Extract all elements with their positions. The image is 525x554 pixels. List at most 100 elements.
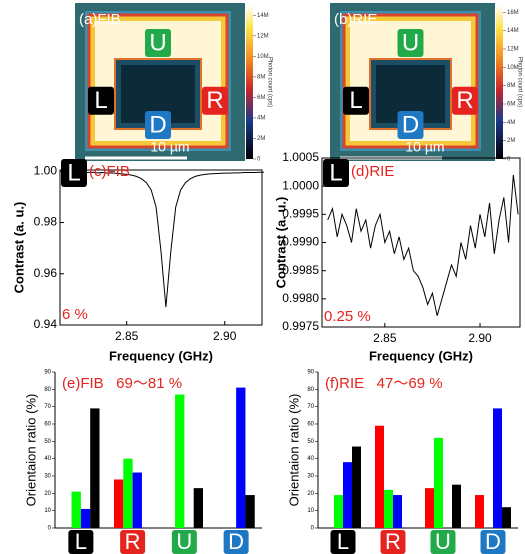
colorbar-tick-label: 12M xyxy=(507,47,519,53)
colorbar-tick-label: 4M xyxy=(257,116,265,122)
spectrum-line xyxy=(67,171,264,308)
y-tick-label: 10 xyxy=(44,508,51,514)
colorbar-tick-label: 6M xyxy=(257,95,265,101)
y-tick-label: 10 xyxy=(307,508,314,514)
category-label: D xyxy=(485,529,501,554)
scale-bar-label: 10 µm xyxy=(405,139,444,155)
y-tick-label: 90 xyxy=(307,370,314,376)
orientation-marker-box xyxy=(145,29,171,57)
bar xyxy=(375,425,384,528)
category-label: L xyxy=(337,529,349,554)
orientation-marker: D xyxy=(402,111,419,138)
colorbar-tick-label: 0 xyxy=(257,157,261,163)
y-tick-label: 0.94 xyxy=(34,317,58,331)
y-tick-label: 50 xyxy=(307,439,314,445)
colorbar-tick-label: 12M xyxy=(257,33,269,39)
colorbar-tick-label: 10M xyxy=(257,54,269,60)
category-label: R xyxy=(125,529,141,554)
bar xyxy=(193,488,204,528)
y-tick-label: 0.9980 xyxy=(282,291,319,305)
panel-title: (e)FIB 69～81 % xyxy=(62,375,182,392)
y-tick-label: 30 xyxy=(44,474,51,480)
bar xyxy=(502,507,511,528)
bar xyxy=(352,446,361,528)
annotation: 0.25 % xyxy=(324,308,371,325)
y-axis-label: Contrast (a. u.) xyxy=(11,202,26,294)
y-tick-label: 60 xyxy=(44,422,51,428)
x-axis-label: Frequency (GHz) xyxy=(369,348,473,363)
colorbar-tick-label: 16M xyxy=(507,10,519,16)
orientation-marker-box xyxy=(145,111,171,139)
colorbar-tick-label: 6M xyxy=(507,102,515,108)
scale-bar-label: 10 µm xyxy=(150,139,189,155)
y-axis-label: Orientaion ratio (%) xyxy=(286,394,301,507)
annotation: 6 % xyxy=(62,306,88,323)
orientation-marker-box xyxy=(397,111,424,139)
y-tick-label: 0.9995 xyxy=(282,207,319,221)
category-label: D xyxy=(228,529,244,554)
bar xyxy=(236,387,246,528)
bar xyxy=(113,479,124,528)
orientation-marker: L xyxy=(329,159,342,186)
colorbar-tick-label: 4M xyxy=(507,120,515,126)
category-label: U xyxy=(176,529,192,554)
y-axis-label: Orientaion ratio (%) xyxy=(23,394,38,507)
bar xyxy=(80,508,91,528)
x-tick-label: 2.85 xyxy=(115,329,139,343)
orientation-marker: U xyxy=(402,29,419,56)
y-tick-label: 0.9975 xyxy=(282,319,319,333)
y-tick-label: 0.98 xyxy=(34,215,58,229)
category-label-box xyxy=(171,530,197,554)
colorbar-label: Photon count (cps) xyxy=(266,57,272,107)
y-tick-label: 1.0000 xyxy=(282,178,319,192)
colorbar-tick-label: 14M xyxy=(507,28,519,34)
y-tick-label: 1.0005 xyxy=(282,150,319,164)
bar xyxy=(71,491,81,528)
bar xyxy=(452,484,461,528)
orientation-marker: L xyxy=(94,87,107,114)
category-label-box xyxy=(223,530,249,554)
y-tick-label: 40 xyxy=(44,456,51,462)
category-label-box xyxy=(480,530,506,554)
y-tick-label: 0.9990 xyxy=(282,235,319,249)
bar xyxy=(425,488,434,528)
colorbar-tick-label: 0 xyxy=(507,157,511,163)
y-axis-label: Contrast (a. u.) xyxy=(273,197,288,289)
panel-label: (a)FIB xyxy=(79,11,121,28)
colorbar-tick-label: 2M xyxy=(257,136,265,142)
y-tick-label: 0.96 xyxy=(34,266,58,280)
y-tick-label: 30 xyxy=(307,474,314,480)
panel-title: (d)RIE xyxy=(351,163,394,180)
orientation-marker: L xyxy=(349,87,362,114)
x-tick-label: 2.85 xyxy=(373,331,397,345)
y-tick-label: 0.9985 xyxy=(282,263,319,277)
y-tick-label: 0 xyxy=(311,526,315,532)
category-label: R xyxy=(385,529,401,554)
panel-title: (f)RIE 47～69 % xyxy=(325,375,443,392)
bar xyxy=(393,495,402,528)
orientation-marker: R xyxy=(456,87,473,114)
category-label-box xyxy=(380,530,406,554)
category-label-box xyxy=(430,530,456,554)
colorbar-tick-label: 2M xyxy=(507,138,515,144)
colorbar xyxy=(496,5,503,159)
category-label-box xyxy=(120,530,146,554)
bar xyxy=(334,495,343,528)
orientation-marker-box xyxy=(343,86,369,115)
y-tick-label: 40 xyxy=(307,456,314,462)
colorbar xyxy=(246,5,253,159)
orientation-marker: L xyxy=(67,159,80,186)
bar xyxy=(123,458,133,528)
category-label-box xyxy=(330,530,356,554)
bar xyxy=(434,437,443,528)
y-tick-label: 1.00 xyxy=(34,163,58,177)
plot-frame xyxy=(59,169,263,326)
bar xyxy=(132,472,142,528)
colorbar-tick-label: 8M xyxy=(257,74,265,80)
y-tick-label: 70 xyxy=(44,404,51,410)
y-tick-label: 80 xyxy=(307,387,314,393)
y-tick-label: 20 xyxy=(307,491,314,497)
orientation-marker-box xyxy=(202,86,228,115)
y-tick-label: 50 xyxy=(44,439,51,445)
